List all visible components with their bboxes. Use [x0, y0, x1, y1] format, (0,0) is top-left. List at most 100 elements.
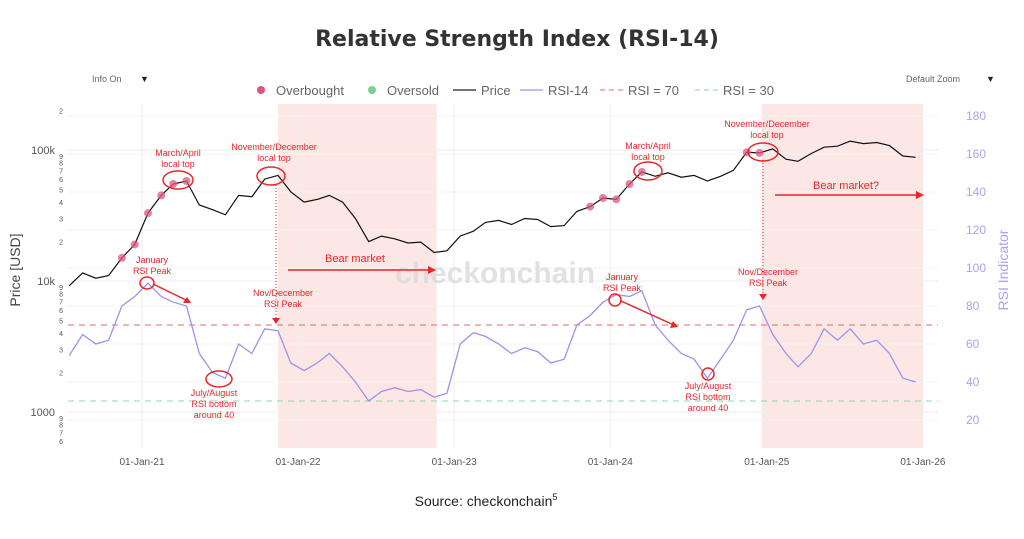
annotations	[139, 142, 924, 388]
annotation-text: March/April local top	[625, 141, 671, 162]
chevron-down-icon: ▼	[986, 74, 995, 84]
y-minor-tick-label: 6	[59, 439, 63, 446]
annotation-circle	[633, 161, 663, 181]
y-minor-tick-label: 9	[59, 154, 63, 161]
y-minor-tick-label: 9	[59, 285, 63, 292]
legend-overbought[interactable]: Overbought	[257, 83, 344, 98]
overbought-point	[117, 253, 126, 262]
info-dropdown-label: Info On	[92, 74, 122, 84]
overbought-point	[755, 148, 764, 157]
annotation-text: March/April local top	[155, 148, 201, 169]
zoom-dropdown-label: Default Zoom	[906, 74, 960, 84]
legend-label: Oversold	[387, 83, 439, 98]
annotation-circle	[701, 367, 715, 381]
y-minor-tick-label: 7	[59, 430, 63, 437]
axes: 01-Jan-21 01-Jan-22 01-Jan-23 01-Jan-24 01-J…	[31, 109, 987, 468]
x-tick-label: 01-Jan-25	[744, 457, 789, 468]
annotation-text: January RSI Peak	[133, 255, 172, 276]
y2-tick-label: 80	[966, 299, 980, 313]
x-tick-label: 01-Jan-26	[900, 457, 945, 468]
zoom-dropdown[interactable]: Default Zoom ▼	[906, 74, 995, 84]
annotation-text: November/December local top	[724, 119, 810, 140]
x-tick-label: 01-Jan-24	[588, 457, 633, 468]
y2-tick-label: 40	[966, 375, 980, 389]
annotation-circle	[162, 170, 194, 190]
series	[68, 140, 916, 402]
y-minor-tick-label: 6	[59, 308, 63, 315]
y-minor-tick-label: 2	[59, 109, 63, 116]
legend-rsi-70[interactable]: RSI = 70	[600, 83, 679, 98]
overbought-point	[182, 176, 191, 185]
annotation-arrow	[620, 300, 677, 327]
price-line	[68, 140, 916, 287]
rsi-levels	[68, 324, 938, 402]
annotation-text: July/August RSI bottom around 40	[685, 381, 732, 413]
y-tick-label: 100k	[31, 145, 55, 157]
y2-tick-label: 160	[966, 147, 986, 161]
x-tick-label: 01-Jan-22	[276, 457, 321, 468]
overbought-points	[117, 148, 764, 262]
y2-axis-label: RSI Indicator	[995, 229, 1011, 310]
annotation-text: July/August RSI bottom around 40	[191, 388, 238, 420]
rsi-14-line	[68, 282, 916, 402]
gridlines	[68, 104, 938, 448]
annotation-text: Nov/December RSI Peak	[253, 288, 313, 309]
annotation-text: Nov/December RSI Peak	[738, 267, 798, 288]
overbought-point	[143, 209, 152, 218]
legend-label: Overbought	[276, 83, 344, 98]
y-minor-tick-label: 2	[59, 240, 63, 247]
legend-label: Price	[481, 83, 511, 98]
legend-price[interactable]: Price	[453, 83, 511, 98]
y-minor-tick-label: 9	[59, 416, 63, 423]
watermark: checkonchain	[395, 257, 595, 290]
legend-label: RSI = 30	[723, 83, 774, 98]
chart-title: Relative Strength Index (RSI-14)	[315, 27, 719, 52]
overbought-point	[169, 180, 178, 189]
annotation-circle	[256, 166, 286, 186]
legend-rsi-30[interactable]: RSI = 30	[695, 83, 774, 98]
legend-label: RSI-14	[548, 83, 588, 98]
bear-period-shade	[761, 104, 923, 448]
y-minor-tick-label: 3	[59, 347, 63, 354]
annotation-text: Bear market?	[813, 180, 879, 192]
annotation-circle	[139, 276, 155, 290]
info-dropdown[interactable]: Info On ▼	[92, 74, 149, 84]
y-minor-tick-label: 2	[59, 371, 63, 378]
y-minor-tick-label: 8	[59, 292, 63, 299]
chevron-down-icon: ▼	[140, 74, 149, 84]
overbought-point	[599, 194, 608, 203]
overbought-point	[157, 191, 166, 200]
y-tick-label: 10k	[37, 276, 55, 288]
legend-label: RSI = 70	[628, 83, 679, 98]
annotation-text: November/December local top	[231, 142, 317, 163]
y-minor-tick-label: 8	[59, 423, 63, 430]
y2-tick-label: 20	[966, 413, 980, 427]
annotation-text: January RSI Peak	[603, 272, 642, 293]
overbought-point	[612, 195, 621, 204]
legend-rsi-14[interactable]: RSI-14	[520, 83, 588, 98]
y-minor-tick-label: 5	[59, 318, 63, 325]
annotation-labels: March/April local top November/December lo…	[133, 119, 879, 420]
y2-tick-label: 180	[966, 109, 986, 123]
y-minor-tick-label: 7	[59, 299, 63, 306]
annotation-text: Bear market	[325, 253, 385, 265]
annotation-arrow	[152, 283, 191, 303]
y2-tick-label: 100	[966, 261, 986, 275]
legend: Overbought Oversold Price RSI-14 RSI = 7…	[257, 83, 774, 98]
y2-tick-label: 140	[966, 185, 986, 199]
bear-period-shading	[277, 104, 923, 448]
y-axis-label: Price [USD]	[7, 233, 23, 306]
y-minor-tick-label: 4	[59, 331, 63, 338]
y-minor-tick-label: 8	[59, 161, 63, 168]
annotation-circle	[205, 370, 233, 388]
annotation-circle	[608, 293, 622, 307]
y-minor-tick-label: 5	[59, 187, 63, 194]
y-minor-tick-label: 6	[59, 177, 63, 184]
overbought-point	[130, 240, 139, 249]
y-minor-tick-label: 4	[59, 200, 63, 207]
legend-oversold[interactable]: Oversold	[368, 83, 439, 98]
overbought-point	[637, 167, 646, 176]
x-tick-label: 01-Jan-23	[432, 457, 477, 468]
y-minor-tick-label: 7	[59, 168, 63, 175]
